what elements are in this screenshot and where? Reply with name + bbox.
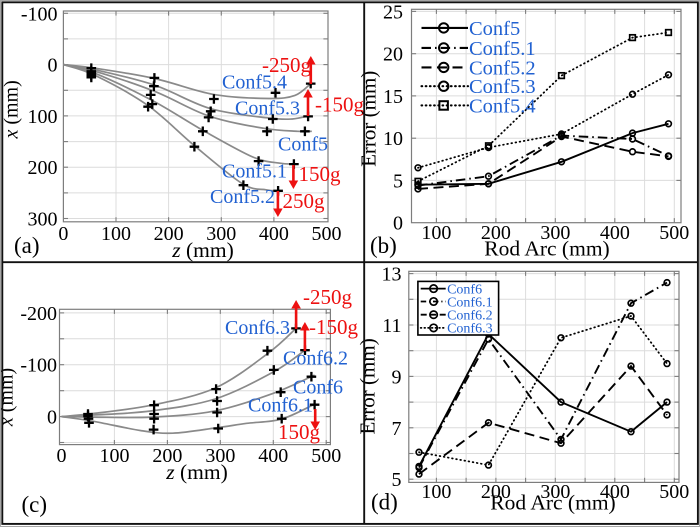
svg-text:400: 400 [258, 445, 288, 467]
svg-text:7: 7 [392, 418, 402, 440]
svg-text:11: 11 [382, 315, 401, 337]
svg-text:300: 300 [540, 481, 570, 503]
svg-text:Conf5.1: Conf5.1 [469, 38, 536, 60]
svg-text:z (mm): z (mm) [171, 238, 234, 262]
svg-text:150g: 150g [299, 162, 342, 186]
svg-text:20: 20 [383, 44, 403, 66]
svg-text:Conf5: Conf5 [278, 134, 328, 156]
svg-text:x (mm): x (mm) [1, 80, 23, 139]
svg-text:0: 0 [57, 445, 67, 467]
svg-text:Conf5.3: Conf5.3 [235, 98, 300, 120]
svg-text:-250g: -250g [262, 53, 311, 77]
svg-text:Conf6: Conf6 [447, 282, 482, 297]
svg-text:200: 200 [154, 223, 184, 245]
svg-text:300: 300 [28, 209, 58, 231]
svg-text:Conf6.2: Conf6.2 [283, 348, 348, 370]
svg-text:z (mm): z (mm) [165, 460, 228, 484]
svg-text:250g: 250g [283, 189, 326, 213]
svg-text:-250g: -250g [303, 285, 352, 309]
svg-text:-100: -100 [21, 3, 58, 25]
svg-text:0: 0 [48, 55, 58, 77]
svg-text:5: 5 [393, 170, 403, 192]
svg-text:300: 300 [540, 222, 570, 244]
svg-text:Conf6: Conf6 [293, 377, 343, 399]
svg-text:5: 5 [392, 469, 402, 491]
svg-text:Conf6.1: Conf6.1 [447, 295, 493, 310]
svg-text:200: 200 [481, 481, 511, 503]
svg-text:Conf6.1: Conf6.1 [248, 395, 313, 417]
svg-text:Conf6.2: Conf6.2 [447, 309, 493, 324]
svg-text:Conf5.4: Conf5.4 [222, 72, 287, 94]
svg-text:x (mm): x (mm) [0, 368, 18, 427]
svg-text:15: 15 [383, 86, 403, 108]
svg-text:Conf5.3: Conf5.3 [469, 76, 536, 98]
svg-text:Error (mm): Error (mm) [355, 338, 379, 434]
svg-text:400: 400 [600, 481, 630, 503]
svg-text:Rod Arc (mm): Rod Arc (mm) [484, 237, 609, 261]
svg-text:10: 10 [383, 128, 403, 150]
svg-text:-150g: -150g [309, 315, 358, 339]
svg-text:100: 100 [28, 106, 58, 128]
svg-text:200: 200 [481, 222, 511, 244]
svg-text:9: 9 [392, 366, 402, 388]
svg-text:200: 200 [152, 445, 182, 467]
svg-text:25: 25 [383, 1, 403, 23]
svg-text:100: 100 [421, 481, 451, 503]
svg-text:Conf6.3: Conf6.3 [447, 322, 493, 337]
svg-text:0: 0 [58, 223, 68, 245]
svg-text:(c): (c) [22, 492, 48, 517]
svg-text:500: 500 [659, 222, 689, 244]
svg-text:13: 13 [382, 264, 402, 286]
svg-text:-100: -100 [20, 355, 57, 377]
svg-text:0: 0 [393, 213, 403, 235]
svg-text:100: 100 [99, 445, 129, 467]
svg-text:400: 400 [600, 222, 630, 244]
svg-text:Conf5.2: Conf5.2 [469, 57, 536, 79]
svg-text:200: 200 [28, 157, 58, 179]
svg-text:0: 0 [47, 407, 57, 429]
svg-text:(a): (a) [14, 233, 40, 258]
svg-text:100: 100 [421, 222, 451, 244]
svg-text:500: 500 [659, 481, 689, 503]
svg-text:-150g: -150g [315, 93, 364, 117]
svg-text:300: 300 [206, 223, 236, 245]
svg-text:150g: 150g [278, 420, 321, 444]
svg-text:Conf6.3: Conf6.3 [225, 317, 290, 339]
svg-text:Conf5.4: Conf5.4 [469, 95, 536, 117]
svg-text:500: 500 [311, 445, 341, 467]
svg-text:-200: -200 [20, 303, 57, 325]
svg-text:(b): (b) [370, 233, 397, 258]
svg-text:(d): (d) [371, 490, 398, 515]
svg-text:Rod Arc (mm): Rod Arc (mm) [490, 491, 615, 515]
svg-text:300: 300 [205, 445, 235, 467]
svg-text:100: 100 [101, 223, 131, 245]
svg-text:Error (mm): Error (mm) [357, 71, 381, 167]
svg-text:Conf5.2: Conf5.2 [210, 186, 275, 208]
svg-text:400: 400 [259, 223, 289, 245]
svg-text:Conf5: Conf5 [469, 18, 520, 40]
svg-text:Conf5.1: Conf5.1 [222, 161, 287, 183]
svg-text:500: 500 [312, 223, 342, 245]
